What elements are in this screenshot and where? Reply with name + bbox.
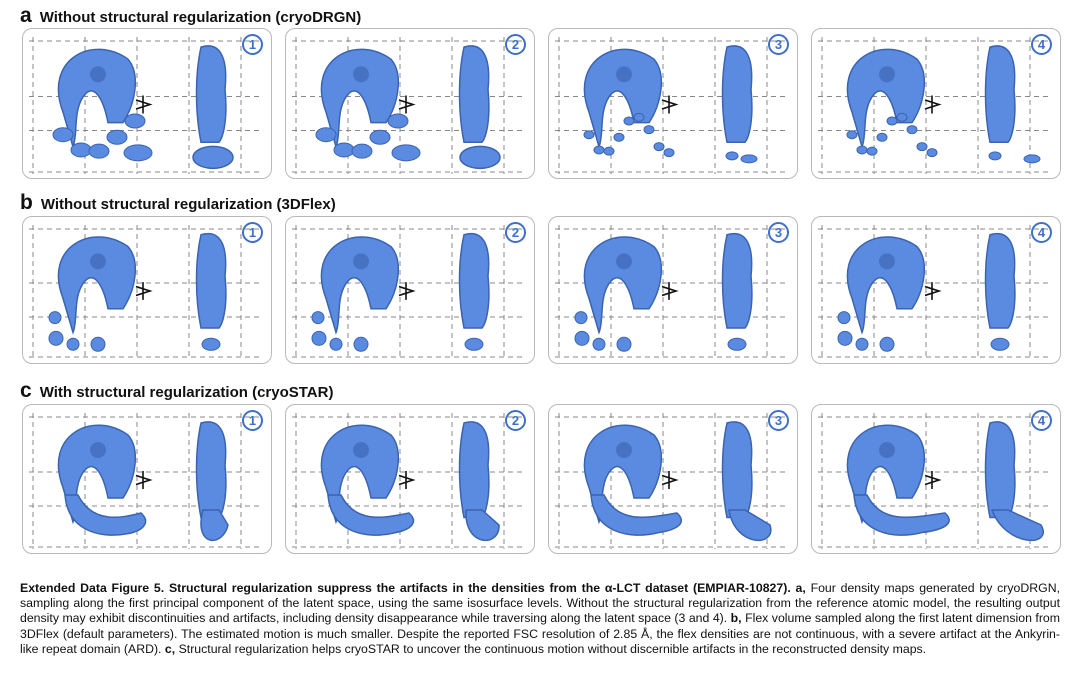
rotation-arrow-icon [135, 95, 153, 114]
row-title-text: Without structural regularization (cryoD… [39, 9, 362, 26]
caption-text-a: Four density maps generated by cryoDRGN,… [20, 581, 1060, 626]
caption-text-b: Flex volume sampled along the first late… [20, 611, 1060, 656]
density-map-front [52, 48, 153, 162]
density-panel: 2 [285, 404, 535, 554]
density-map-side [984, 232, 1016, 351]
rotation-arrow-icon [924, 282, 942, 300]
rotation-arrow-icon [398, 95, 416, 114]
rotation-arrow-icon [661, 471, 679, 489]
rotation-arrow-icon [135, 471, 153, 489]
panel-letter: c [20, 379, 32, 402]
panel-number-badge: 1 [242, 222, 263, 243]
rotation-arrow-icon [661, 95, 679, 114]
rotation-arrow-icon [924, 471, 942, 489]
density-panel: 1 [22, 216, 272, 364]
density-map-side [984, 421, 1044, 542]
density-panel: 2 [285, 216, 535, 364]
caption-label-a: a, [795, 581, 806, 595]
density-map-front [583, 48, 675, 158]
rotation-arrow-icon [924, 95, 942, 114]
density-map-front [57, 424, 147, 536]
density-map-front [48, 236, 136, 352]
density-map-front [846, 424, 950, 536]
density-map-side [195, 421, 229, 541]
panel-number-badge: 3 [768, 34, 789, 55]
panel-letter: a [20, 4, 32, 27]
density-map-side [458, 45, 501, 170]
density-map-side [458, 421, 500, 541]
rotation-arrow-icon [398, 282, 416, 300]
density-panel: 3 [548, 28, 798, 179]
density-map-front [574, 236, 662, 352]
rotation-arrow-icon [398, 471, 416, 489]
panel-number-badge: 2 [505, 410, 526, 431]
density-map-front [583, 424, 682, 536]
figure-caption: Extended Data Figure 5. Structural regul… [20, 581, 1060, 657]
density-map-side [195, 232, 227, 351]
density-map-side [721, 421, 772, 542]
caption-label-c: c, [164, 641, 176, 656]
panel-number-badge: 4 [1031, 410, 1052, 431]
density-map-front [315, 48, 421, 162]
density-map-front [320, 424, 415, 536]
density-panel: 1 [22, 28, 272, 179]
row-title-c: c With structural regularization (cryoSTA… [20, 379, 333, 403]
panel-letter: b [20, 191, 33, 214]
density-map-side [984, 45, 1041, 164]
density-panel: 4 [811, 404, 1061, 554]
panel-number-badge: 2 [505, 222, 526, 243]
density-panel: 3 [548, 216, 798, 364]
density-map-front [837, 236, 925, 352]
row-title-text: Without structural regularization (3DFle… [40, 196, 336, 213]
density-map-side [721, 232, 753, 351]
row-title-b: b Without structural regularization (3DFl… [20, 191, 336, 215]
panel-number-badge: 4 [1031, 34, 1052, 55]
panel-number-badge: 1 [242, 34, 263, 55]
panel-number-badge: 2 [505, 34, 526, 55]
density-panel: 1 [22, 404, 272, 554]
density-map-side [721, 45, 758, 164]
rotation-arrow-icon [135, 282, 153, 300]
panel-number-badge: 3 [768, 410, 789, 431]
caption-label-b: b, [730, 611, 742, 626]
density-panel: 2 [285, 28, 535, 179]
density-map-side [458, 232, 490, 351]
panel-number-badge: 3 [768, 222, 789, 243]
density-map-front [846, 48, 938, 158]
density-panel: 4 [811, 216, 1061, 364]
density-map-front [311, 236, 399, 352]
row-title-a: a Without structural regularization (cryo… [20, 4, 361, 28]
panel-number-badge: 1 [242, 410, 263, 431]
density-map-side [192, 45, 234, 170]
density-panel: 4 [811, 28, 1061, 179]
caption-title: Extended Data Figure 5. Structural regul… [20, 581, 791, 595]
panel-number-badge: 4 [1031, 222, 1052, 243]
caption-text-c: Structural regularization helps cryoSTAR… [178, 641, 927, 656]
row-title-text: With structural regularization (cryoSTAR… [39, 384, 334, 401]
density-panel: 3 [548, 404, 798, 554]
rotation-arrow-icon [661, 282, 679, 300]
